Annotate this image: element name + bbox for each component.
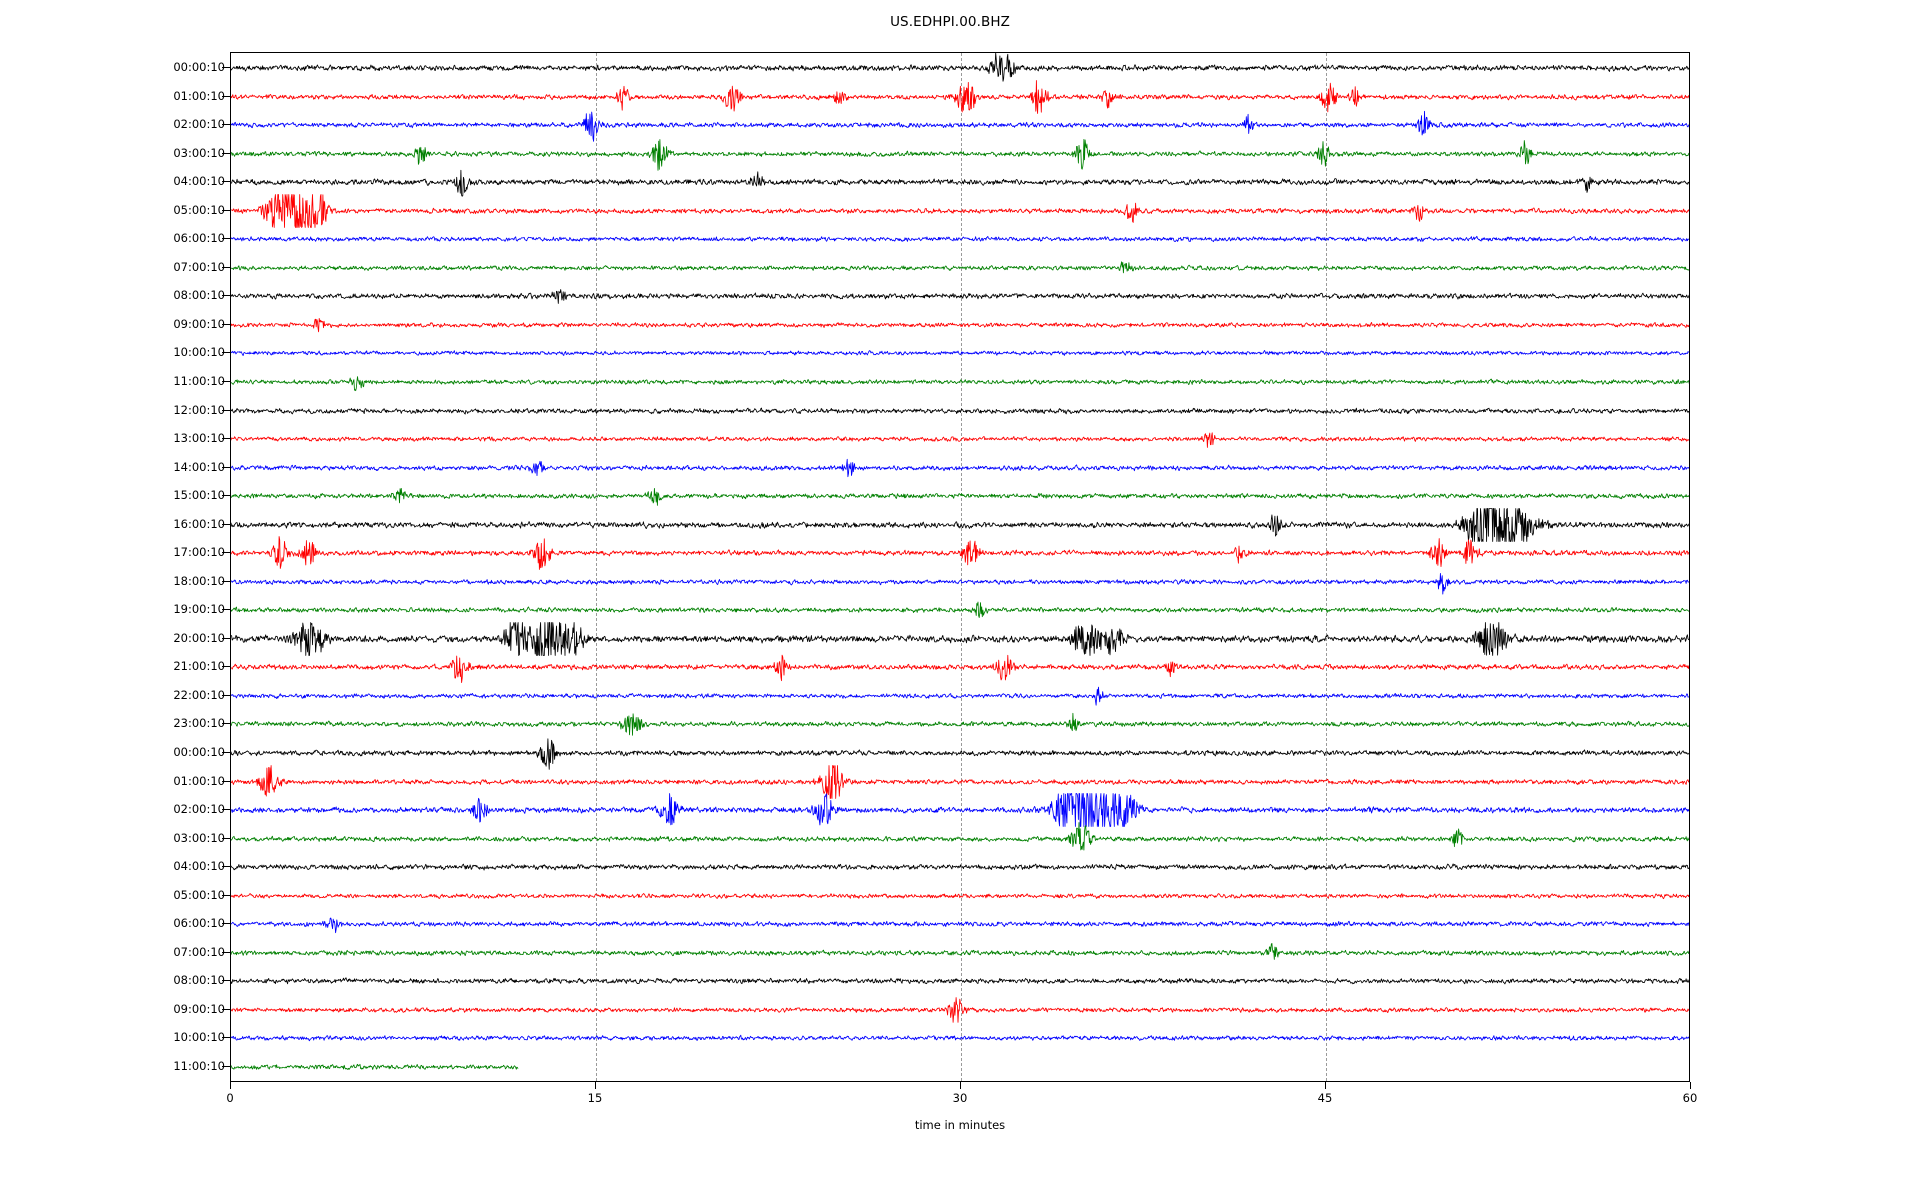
y-tick-label: 23:00:10 — [173, 716, 225, 731]
chart-title-text: US.EDHPI.00.BHZ — [890, 14, 1010, 30]
y-tick-mark — [222, 438, 230, 440]
y-tick-label: 03:00:10 — [173, 145, 225, 160]
y-tick-mark — [222, 495, 230, 497]
y-tick-mark — [222, 124, 230, 126]
y-tick-mark — [222, 580, 230, 582]
y-tick-label: 07:00:10 — [173, 944, 225, 959]
y-tick-label: 02:00:10 — [173, 802, 225, 817]
y-tick-label: 04:00:10 — [173, 174, 225, 189]
y-tick-mark — [222, 923, 230, 925]
y-tick-label: 02:00:10 — [173, 117, 225, 132]
y-tick-mark — [222, 894, 230, 896]
x-tick-label: 45 — [1317, 1091, 1333, 1105]
y-tick-label: 06:00:10 — [173, 916, 225, 931]
y-tick-label: 12:00:10 — [173, 402, 225, 417]
y-tick-label: 17:00:10 — [173, 545, 225, 560]
x-tick-mark — [960, 1082, 961, 1089]
y-tick-mark — [222, 95, 230, 97]
y-tick-label: 13:00:10 — [173, 431, 225, 446]
plot-area — [230, 52, 1690, 1082]
y-tick-mark — [222, 323, 230, 325]
y-tick-label: 03:00:10 — [173, 830, 225, 845]
y-tick-mark — [222, 295, 230, 297]
y-tick-label: 01:00:10 — [173, 773, 225, 788]
y-tick-mark — [222, 780, 230, 782]
x-tick-label: 30 — [952, 1091, 968, 1105]
y-tick-mark — [222, 837, 230, 839]
y-tick-label: 09:00:10 — [173, 1001, 225, 1016]
y-tick-mark — [222, 352, 230, 354]
gridline-45 — [1326, 53, 1327, 1081]
y-tick-mark — [222, 380, 230, 382]
y-tick-mark — [222, 609, 230, 611]
y-tick-label: 09:00:10 — [173, 316, 225, 331]
trace-path — [231, 1063, 519, 1070]
y-tick-label: 11:00:10 — [173, 1059, 225, 1073]
y-tick-label: 05:00:10 — [173, 887, 225, 902]
y-tick-mark — [222, 951, 230, 953]
y-tick-mark — [222, 466, 230, 468]
y-tick-mark — [222, 637, 230, 639]
y-tick-mark — [222, 409, 230, 411]
y-tick-label: 10:00:10 — [173, 345, 225, 360]
y-tick-mark — [222, 809, 230, 811]
y-tick-mark — [222, 152, 230, 154]
x-tick-label: 15 — [587, 1091, 603, 1105]
y-tick-label: 10:00:10 — [173, 1030, 225, 1045]
x-tick-mark — [1690, 1082, 1691, 1089]
y-tick-mark — [222, 694, 230, 696]
y-tick-label: 15:00:10 — [173, 488, 225, 503]
gridline-15 — [596, 53, 597, 1081]
y-tick-mark — [222, 752, 230, 754]
y-tick-label: 00:00:10 — [173, 60, 225, 74]
x-tick-mark — [595, 1082, 596, 1089]
y-tick-label: 19:00:10 — [173, 602, 225, 617]
gridline-30 — [961, 53, 962, 1081]
page-title: US.EDHPI.00.BHZ — [0, 14, 1920, 30]
y-tick-label: 04:00:10 — [173, 859, 225, 874]
y-tick-label: 08:00:10 — [173, 288, 225, 303]
y-tick-mark — [222, 523, 230, 525]
x-tick-label: 60 — [1682, 1091, 1698, 1105]
y-tick-label: 01:00:10 — [173, 88, 225, 103]
y-tick-label: 18:00:10 — [173, 573, 225, 588]
y-tick-mark — [222, 266, 230, 268]
x-tick-mark — [230, 1082, 231, 1089]
x-tick-label: 0 — [226, 1091, 234, 1105]
y-tick-mark — [222, 866, 230, 868]
y-tick-label: 16:00:10 — [173, 516, 225, 531]
y-tick-mark — [222, 181, 230, 183]
y-tick-label: 21:00:10 — [173, 659, 225, 674]
y-tick-label: 20:00:10 — [173, 630, 225, 645]
y-tick-label: 22:00:10 — [173, 687, 225, 702]
y-tick-mark — [222, 980, 230, 982]
y-tick-label: 05:00:10 — [173, 202, 225, 217]
y-tick-mark — [222, 1066, 230, 1067]
y-tick-mark — [222, 1037, 230, 1039]
y-tick-mark — [222, 666, 230, 668]
y-tick-label: 14:00:10 — [173, 459, 225, 474]
y-tick-label: 06:00:10 — [173, 231, 225, 246]
y-tick-mark — [222, 238, 230, 240]
x-axis-label: time in minutes — [914, 1118, 1006, 1132]
y-tick-mark — [222, 67, 230, 68]
y-tick-label: 00:00:10 — [173, 745, 225, 760]
y-tick-mark — [222, 723, 230, 725]
y-tick-mark — [222, 552, 230, 554]
y-tick-label: 11:00:10 — [173, 373, 225, 388]
y-tick-mark — [222, 1008, 230, 1010]
y-tick-mark — [222, 209, 230, 211]
y-tick-label: 08:00:10 — [173, 973, 225, 988]
y-tick-label: 07:00:10 — [173, 259, 225, 274]
x-tick-mark — [1325, 1082, 1326, 1089]
